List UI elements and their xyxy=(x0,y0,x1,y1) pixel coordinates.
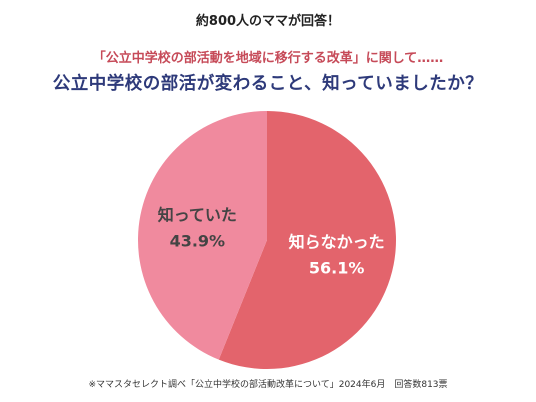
slice-value-0: 56.1% xyxy=(309,259,365,278)
header-kicker: 約800人のママが回答！ xyxy=(195,14,341,29)
slice-value-1: 43.9% xyxy=(170,231,226,250)
chart-title: 公立中学校の部活が変わること、知っていましたか？ xyxy=(52,74,484,94)
source-note: ※ママスタセレクト調べ「公立中学校の部活動改革について」2024年6月 回答数8… xyxy=(88,380,448,390)
slice-label-0: 知らなかった xyxy=(289,233,385,252)
chart-subtitle: 「公立中学校の部活動を地域に移行する改革」に関して…… xyxy=(92,51,444,66)
pie-slice-0 xyxy=(218,111,396,369)
slice-label-1: 知っていた xyxy=(158,205,237,224)
pie-slice-1 xyxy=(137,111,267,360)
